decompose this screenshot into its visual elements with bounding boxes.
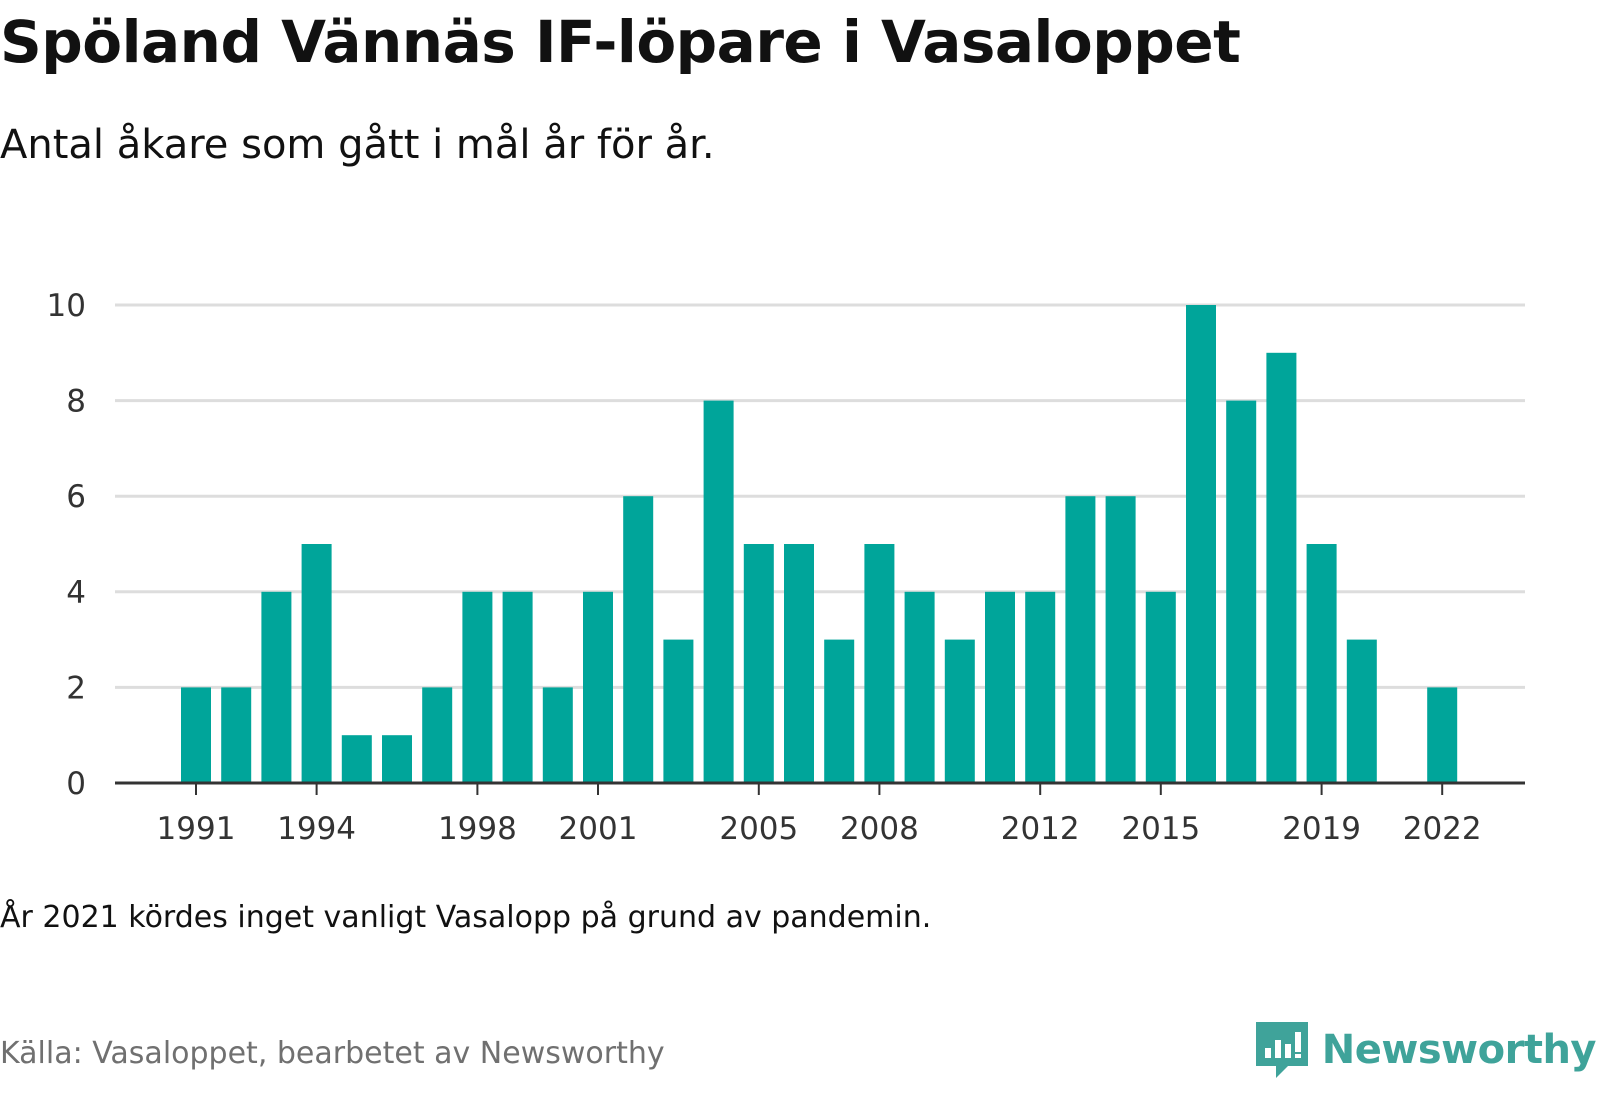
y-tick-label: 8: [66, 384, 86, 420]
bar-2003: [663, 639, 694, 783]
x-tick-label: 2001: [559, 811, 638, 847]
bar-2006: [784, 544, 814, 783]
y-tick-label: 10: [47, 288, 86, 324]
bar-2022: [1427, 687, 1458, 783]
bar-1999: [502, 591, 533, 783]
x-tick-label: 1998: [438, 811, 517, 847]
bar-chart: 0 2 4 6 8 10 1991 1994 1998 2001 2005 2008 2012 2015…: [47, 288, 1525, 847]
bar-2016: [1186, 305, 1216, 783]
x-tick-label: 2012: [1001, 811, 1080, 847]
bar-2001: [583, 591, 613, 783]
bar-2000: [542, 687, 573, 783]
brand-name: Newsworthy: [1321, 1027, 1597, 1073]
x-tick-label: 2008: [840, 811, 919, 847]
bar-2017: [1226, 400, 1257, 783]
bar-2012: [1025, 591, 1056, 783]
bar-2008: [864, 544, 895, 783]
x-tick-label: 2005: [719, 811, 798, 847]
bar-1991: [181, 687, 211, 783]
bar-1994: [301, 544, 332, 783]
newsworthy-brand[interactable]: Newsworthy: [1254, 1020, 1597, 1080]
y-tick-label: 4: [66, 575, 86, 611]
bar-1995: [341, 735, 372, 783]
x-tick-label: 2019: [1282, 811, 1361, 847]
y-tick-label: 6: [66, 479, 86, 515]
y-axis-tick-labels: 0 2 4 6 8 10: [47, 288, 86, 802]
bar-2010: [944, 639, 975, 783]
bar-2018: [1266, 352, 1297, 783]
bar-2014: [1105, 496, 1136, 783]
y-tick-label: 2: [66, 670, 86, 706]
bar-2015: [1145, 591, 1176, 783]
bar-2007: [824, 639, 855, 783]
bar-1996: [382, 735, 412, 783]
x-axis: [115, 781, 1525, 795]
bar-1993: [261, 591, 292, 783]
bar-2013: [1065, 496, 1096, 783]
chart-subtitle: Antal åkare som gått i mål år för år.: [0, 122, 715, 168]
bar-2005: [743, 544, 774, 783]
bar-1992: [221, 687, 252, 783]
y-tick-label: 0: [66, 766, 86, 802]
bar-2011: [985, 591, 1015, 783]
bar-2019: [1306, 544, 1337, 783]
x-axis-tick-labels: 1991 1994 1998 2001 2005 2008 2012 2015 2019 2022: [157, 811, 1482, 847]
chart-title: Spöland Vännäs IF-löpare i Vasaloppet: [0, 8, 1241, 76]
bars: [181, 305, 1458, 783]
chart-footnote: År 2021 kördes inget vanligt Vasalopp på…: [0, 900, 932, 935]
x-tick-label: 2022: [1403, 811, 1482, 847]
source-credit: Källa: Vasaloppet, bearbetet av Newswort…: [0, 1036, 665, 1071]
bar-1998: [462, 591, 493, 783]
x-tick-label: 1994: [277, 811, 356, 847]
newsworthy-logo-icon: [1255, 1022, 1308, 1078]
bar-2009: [904, 591, 935, 783]
bar-1997: [422, 687, 453, 783]
x-tick-label: 2015: [1121, 811, 1200, 847]
x-tick-label: 1991: [157, 811, 236, 847]
bar-2004: [703, 400, 734, 783]
bar-2020: [1346, 639, 1377, 783]
bar-2002: [623, 496, 654, 783]
